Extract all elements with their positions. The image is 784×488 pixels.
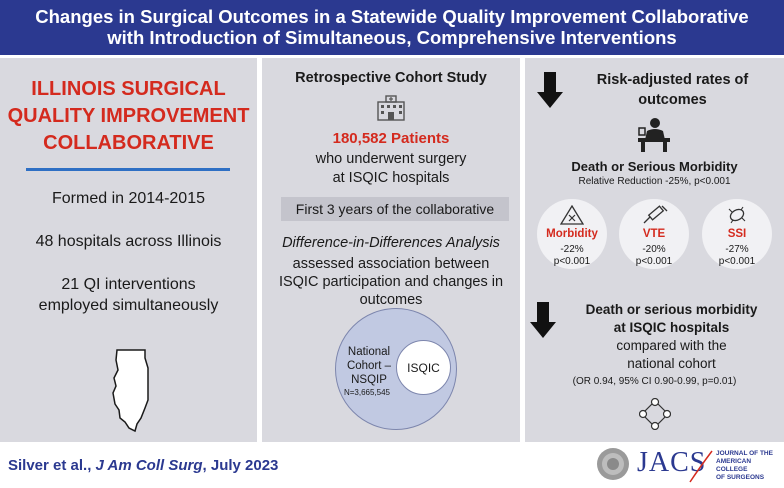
study-heading: Retrospective Cohort Study (295, 70, 487, 86)
jacs-logo: JACS (637, 447, 707, 478)
isqic-title-line2: QUALITY IMPROVEMENT (7, 105, 250, 127)
left-panel: ILLINOIS SURGICAL QUALITY IMPROVEMENT CO… (0, 58, 257, 442)
ssi-circle (702, 199, 772, 269)
formed-text: Formed in 2014-2015 (52, 190, 205, 207)
compared-text: compared with the national cohort (559, 337, 784, 373)
citation-authors: Silver et al., (8, 457, 96, 474)
risk-heading: Risk-adjusted rates of outcomes (570, 70, 775, 110)
compared-line2: national cohort (627, 356, 716, 371)
risk-line2: outcomes (638, 92, 707, 108)
hospital-icon (377, 95, 405, 121)
patients-sub-line2: at ISQIC hospitals (332, 170, 450, 186)
illinois-map-icon (112, 349, 149, 433)
syringe-icon (643, 205, 668, 224)
citation: Silver et al., J Am Coll Surg, July 2023 (8, 457, 278, 474)
dsm2-line2: at ISQIC hospitals (613, 320, 730, 335)
down-arrow-icon-2 (530, 302, 556, 338)
risk-line1: Risk-adjusted rates of (596, 72, 749, 88)
network-icon (639, 398, 671, 430)
surgeon-icon (638, 118, 670, 152)
dsm-heading: Death or Serious Morbidity (571, 159, 738, 174)
vte-p: p<0.001 (635, 256, 673, 267)
vte-change: -20% (642, 244, 666, 255)
did-description: assessed association between ISQIC parti… (272, 255, 510, 309)
qi-line2: employed simultaneously (38, 297, 219, 314)
ssi-change: -27% (725, 244, 749, 255)
warning-icon (560, 205, 584, 225)
bacteria-icon (728, 206, 746, 224)
citation-journal: J Am Coll Surg (95, 457, 203, 474)
down-arrow-icon (537, 72, 563, 108)
did-heading: Difference-in-Differences Analysis (282, 235, 500, 251)
header-title-line1: Changes in Surgical Outcomes in a Statew… (35, 6, 749, 27)
logo-swoosh-icon (689, 450, 713, 483)
national-line2: Cohort – (346, 360, 392, 372)
isqic-title-line3: COLLABORATIVE (43, 132, 214, 154)
patients-count: 180,582 Patients (332, 130, 450, 147)
did-line2: ISQIC participation and changes in (278, 274, 504, 290)
compared-line1: compared with the (616, 338, 727, 353)
relative-reduction: Relative Reduction -25%, p<0.001 (578, 176, 731, 187)
dsm-isqic-heading: Death or serious morbidity at ISQIC hosp… (559, 301, 784, 337)
vte-label: VTE (642, 228, 666, 240)
acs-seal-icon (597, 448, 629, 480)
journal-line1: JOURNAL OF THE (716, 450, 773, 457)
did-line3: outcomes (359, 292, 423, 308)
dsm2-line1: Death or serious morbidity (585, 302, 758, 317)
qi-line1: 21 QI interventions (61, 276, 196, 293)
morbidity-label: Morbidity (546, 228, 598, 240)
national-line3: NSQIP (351, 374, 387, 386)
journal-name: JOURNAL OF THE AMERICAN COLLEGE OF SURGE… (716, 450, 784, 482)
header-banner: Changes in Surgical Outcomes in a Statew… (0, 0, 784, 55)
first-three-years-box: First 3 years of the collaborative (281, 197, 509, 221)
odds-ratio: (OR 0.94, 95% CI 0.90-0.99, p=0.01) (572, 376, 737, 387)
did-line1: assessed association between (292, 256, 490, 272)
ssi-p: p<0.001 (718, 256, 756, 267)
journal-line3: OF SURGEONS (716, 474, 765, 481)
header-title-line2: with Introduction of Simultaneous, Compr… (107, 27, 677, 48)
patients-sub-line1: who underwent surgery (315, 151, 467, 167)
national-line1: National (347, 346, 391, 358)
hospitals-text: 48 hospitals across Illinois (35, 233, 222, 250)
isqic-title: ILLINOIS SURGICAL QUALITY IMPROVEMENT CO… (0, 76, 257, 157)
morbidity-change: -22% (560, 244, 584, 255)
right-panel: Risk-adjusted rates of outcomes Death or… (525, 58, 784, 442)
ssi-label: SSI (727, 228, 747, 240)
citation-date: , July 2023 (202, 457, 279, 474)
title-divider (26, 168, 230, 171)
middle-panel: Retrospective Cohort Study 180,582 Patie… (262, 58, 520, 442)
morbidity-circle (537, 199, 607, 269)
journal-line2: AMERICAN COLLEGE (716, 458, 752, 473)
isqic-circle: ISQIC (396, 340, 451, 395)
morbidity-p: p<0.001 (553, 256, 591, 267)
national-cohort-label: National Cohort – NSQIP (341, 345, 397, 387)
isqic-title-line1: ILLINOIS SURGICAL (31, 78, 226, 100)
national-cohort-n: N=3,665,545 (343, 388, 391, 397)
